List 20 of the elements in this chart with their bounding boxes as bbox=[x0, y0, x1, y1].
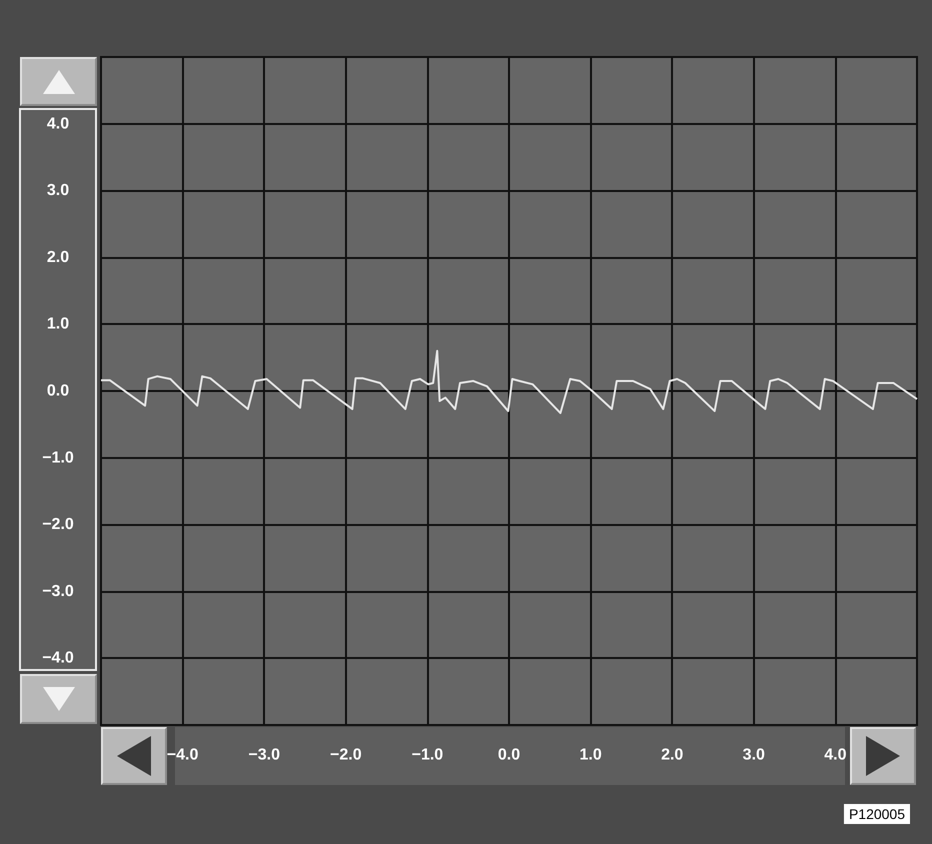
x-tick-label: −1.0 bbox=[412, 746, 444, 764]
text: P120005 bbox=[848, 806, 906, 822]
y-tick-label: 3.0 bbox=[46, 182, 70, 200]
y-tick-label: −4.0 bbox=[42, 650, 74, 667]
line-series bbox=[100, 350, 918, 414]
y-tick-label: 0.0 bbox=[46, 382, 70, 400]
y-tick-label: −1.0 bbox=[42, 449, 74, 466]
y-tick-label: −3.0 bbox=[42, 582, 74, 600]
x-tick-label: 0.0 bbox=[498, 746, 520, 764]
x-tick-label: 3.0 bbox=[742, 746, 766, 764]
x-tick-label: 4.0 bbox=[824, 746, 847, 764]
x-tick-label: 1.0 bbox=[579, 746, 602, 764]
y-tick-label: 4.0 bbox=[46, 115, 70, 132]
y-tick-label: 1.0 bbox=[46, 316, 70, 333]
y-tick-label: −2.0 bbox=[42, 516, 74, 534]
x-tick-label: −4.0 bbox=[166, 746, 198, 764]
x-tick-label: −2.0 bbox=[330, 746, 362, 764]
x-tick-label: 2.0 bbox=[661, 746, 684, 764]
x-tick-label: −3.0 bbox=[248, 746, 280, 764]
y-tick-label: 2.0 bbox=[46, 248, 70, 266]
